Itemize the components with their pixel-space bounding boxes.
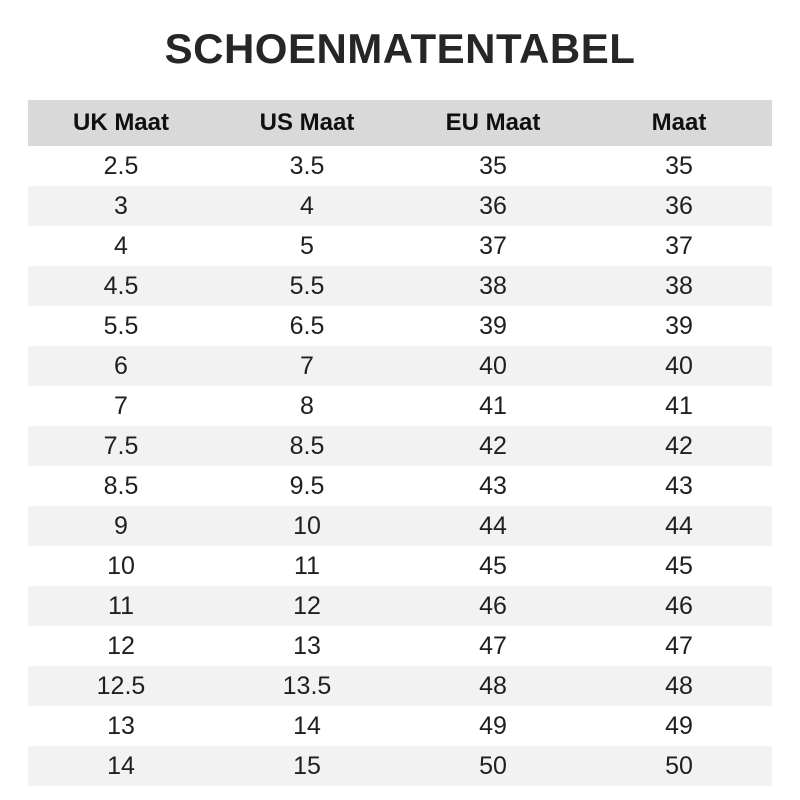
table-row: 11 12 46 46 [28,586,772,626]
table-row: 7 8 41 41 [28,386,772,426]
table-cell: 42 [400,426,586,466]
table-row: 3 4 36 36 [28,186,772,226]
table-cell: 5 [214,226,400,266]
table-cell: 39 [400,306,586,346]
table-cell: 40 [400,346,586,386]
table-cell: 3 [28,186,214,226]
table-cell: 45 [586,546,772,586]
table-cell: 46 [400,586,586,626]
table-cell: 5.5 [214,266,400,306]
table-row: 7.5 8.5 42 42 [28,426,772,466]
table-row: 2.5 3.5 35 35 [28,146,772,186]
table-cell: 40 [586,346,772,386]
size-table-container: UK Maat US Maat EU Maat Maat 2.5 3.5 35 35 3… [28,100,772,786]
table-cell: 7 [28,386,214,426]
table-row: 4 5 37 37 [28,226,772,266]
table-cell: 37 [586,226,772,266]
table-cell: 41 [586,386,772,426]
table-cell: 9.5 [214,466,400,506]
column-header-maat: Maat [586,100,772,146]
table-cell: 45 [400,546,586,586]
table-cell: 35 [586,146,772,186]
table-cell: 38 [400,266,586,306]
table-cell: 47 [586,626,772,666]
table-cell: 13 [28,706,214,746]
table-cell: 4 [28,226,214,266]
table-cell: 7 [214,346,400,386]
table-cell: 12.5 [28,666,214,706]
table-cell: 46 [586,586,772,626]
table-cell: 43 [586,466,772,506]
table-row: 12.5 13.5 48 48 [28,666,772,706]
table-cell: 10 [214,506,400,546]
column-header-uk: UK Maat [28,100,214,146]
table-cell: 39 [586,306,772,346]
table-cell: 4.5 [28,266,214,306]
table-cell: 8.5 [28,466,214,506]
table-cell: 11 [214,546,400,586]
table-row: 13 14 49 49 [28,706,772,746]
table-row: 10 11 45 45 [28,546,772,586]
table-body: 2.5 3.5 35 35 3 4 36 36 4 5 37 37 4.5 5.5 38 38 5.5 6.5 39… [28,146,772,786]
table-cell: 44 [586,506,772,546]
table-row: 6 7 40 40 [28,346,772,386]
page-title: SCHOENMATENTABEL [164,25,636,72]
table-cell: 36 [586,186,772,226]
table-cell: 49 [586,706,772,746]
table-row: 12 13 47 47 [28,626,772,666]
table-cell: 13.5 [214,666,400,706]
table-cell: 6.5 [214,306,400,346]
table-cell: 43 [400,466,586,506]
table-cell: 42 [586,426,772,466]
table-header: UK Maat US Maat EU Maat Maat [28,100,772,146]
shoe-size-table: UK Maat US Maat EU Maat Maat 2.5 3.5 35 35 3… [28,100,772,786]
table-cell: 2.5 [28,146,214,186]
table-cell: 13 [214,626,400,666]
table-cell: 12 [28,626,214,666]
table-cell: 3.5 [214,146,400,186]
table-cell: 41 [400,386,586,426]
table-cell: 36 [400,186,586,226]
table-row: 8.5 9.5 43 43 [28,466,772,506]
table-cell: 7.5 [28,426,214,466]
table-cell: 48 [400,666,586,706]
table-cell: 6 [28,346,214,386]
table-cell: 8.5 [214,426,400,466]
table-cell: 50 [400,746,586,786]
table-cell: 44 [400,506,586,546]
table-row: 4.5 5.5 38 38 [28,266,772,306]
table-cell: 8 [214,386,400,426]
table-cell: 35 [400,146,586,186]
table-row: 9 10 44 44 [28,506,772,546]
table-header-row: UK Maat US Maat EU Maat Maat [28,100,772,146]
table-cell: 47 [400,626,586,666]
table-cell: 49 [400,706,586,746]
table-cell: 12 [214,586,400,626]
table-cell: 38 [586,266,772,306]
table-cell: 37 [400,226,586,266]
table-row: 14 15 50 50 [28,746,772,786]
table-cell: 10 [28,546,214,586]
table-cell: 5.5 [28,306,214,346]
table-cell: 14 [28,746,214,786]
column-header-us: US Maat [214,100,400,146]
table-cell: 48 [586,666,772,706]
table-cell: 4 [214,186,400,226]
table-cell: 9 [28,506,214,546]
table-cell: 15 [214,746,400,786]
column-header-eu: EU Maat [400,100,586,146]
table-cell: 11 [28,586,214,626]
table-row: 5.5 6.5 39 39 [28,306,772,346]
table-cell: 50 [586,746,772,786]
table-cell: 14 [214,706,400,746]
